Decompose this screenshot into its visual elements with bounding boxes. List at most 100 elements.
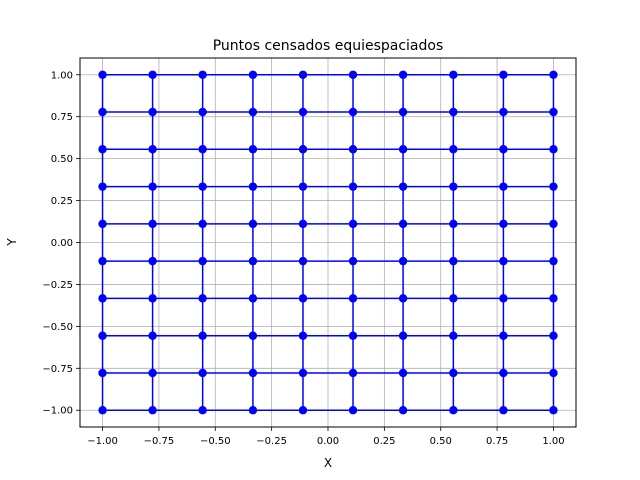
data-point — [348, 331, 358, 340]
data-point — [298, 406, 308, 415]
data-point — [449, 219, 458, 229]
data-point — [298, 145, 308, 154]
data-point — [148, 182, 157, 191]
data-point — [348, 256, 358, 266]
data-point — [398, 256, 408, 266]
data-point — [348, 219, 358, 229]
data-point — [348, 406, 358, 415]
data-point — [549, 406, 558, 415]
data-point — [449, 331, 458, 340]
y-axis-ticks: −1.00 −0.75 −0.50 −0.25 0.00 0.25 0.50 0.75 1.00 — [42, 70, 80, 417]
data-point — [348, 145, 358, 154]
chart-title: Puntos censados equiespaciados — [213, 38, 444, 54]
data-point — [98, 107, 107, 117]
x-axis-ticks: −1.00 −0.75 −0.50 −0.25 0.00 0.25 0.50 0.75 1.00 — [87, 427, 565, 447]
data-point — [148, 331, 157, 340]
data-point — [148, 294, 157, 303]
data-point — [549, 294, 558, 303]
data-point — [98, 294, 107, 303]
data-point — [148, 70, 157, 79]
y-tick-label: 0.75 — [51, 112, 73, 123]
x-tick-label: 0.00 — [317, 436, 339, 447]
data-point — [449, 182, 458, 191]
y-tick-label: −1.00 — [42, 406, 73, 417]
data-point — [348, 107, 358, 117]
points-series — [98, 70, 558, 415]
data-point — [398, 70, 408, 79]
y-tick-label: 0.50 — [51, 154, 73, 165]
data-point — [449, 256, 458, 266]
data-point — [499, 70, 508, 79]
data-point — [449, 107, 458, 117]
data-point — [348, 368, 358, 378]
data-point — [98, 70, 107, 79]
data-point — [98, 145, 107, 154]
data-point — [98, 256, 107, 266]
data-point — [148, 219, 157, 229]
data-point — [499, 107, 508, 117]
data-point — [198, 406, 207, 415]
data-point — [148, 107, 157, 117]
x-tick-label: 0.75 — [486, 436, 508, 447]
data-point — [248, 331, 258, 340]
data-point — [98, 219, 107, 229]
y-tick-label: 0.25 — [51, 196, 73, 207]
data-point — [248, 406, 258, 415]
x-tick-label: 0.50 — [430, 436, 452, 447]
data-point — [98, 406, 107, 415]
data-point — [298, 182, 308, 191]
data-point — [198, 182, 207, 191]
data-point — [549, 331, 558, 340]
x-tick-label: 1.00 — [542, 436, 564, 447]
data-point — [549, 145, 558, 154]
data-point — [298, 70, 308, 79]
data-point — [499, 182, 508, 191]
x-tick-label: −0.50 — [200, 436, 231, 447]
data-point — [549, 219, 558, 229]
data-point — [298, 256, 308, 266]
data-point — [348, 70, 358, 79]
x-tick-label: 0.25 — [373, 436, 395, 447]
x-axis-label: X — [324, 456, 332, 470]
data-point — [248, 294, 258, 303]
data-point — [549, 256, 558, 266]
data-point — [248, 70, 258, 79]
data-point — [449, 70, 458, 79]
data-point — [398, 145, 408, 154]
data-point — [248, 182, 258, 191]
data-point — [148, 145, 157, 154]
data-point — [298, 219, 308, 229]
data-point — [298, 331, 308, 340]
data-point — [348, 182, 358, 191]
data-point — [98, 182, 107, 191]
data-point — [449, 368, 458, 378]
data-point — [248, 219, 258, 229]
y-tick-label: −0.25 — [42, 280, 73, 291]
data-point — [398, 406, 408, 415]
data-point — [148, 406, 157, 415]
data-point — [499, 406, 508, 415]
data-point — [198, 368, 207, 378]
data-point — [549, 368, 558, 378]
data-point — [248, 145, 258, 154]
data-point — [248, 256, 258, 266]
x-tick-label: −1.00 — [87, 436, 118, 447]
data-point — [198, 70, 207, 79]
data-point — [98, 331, 107, 340]
data-point — [248, 368, 258, 378]
y-tick-label: 1.00 — [51, 70, 73, 81]
x-tick-label: −0.25 — [256, 436, 287, 447]
data-point — [499, 219, 508, 229]
data-point — [198, 294, 207, 303]
data-point — [499, 294, 508, 303]
data-point — [298, 368, 308, 378]
data-point — [198, 145, 207, 154]
data-point — [398, 219, 408, 229]
data-point — [449, 406, 458, 415]
data-point — [398, 368, 408, 378]
data-point — [398, 331, 408, 340]
y-axis-label: Y — [5, 238, 19, 247]
data-point — [98, 368, 107, 378]
